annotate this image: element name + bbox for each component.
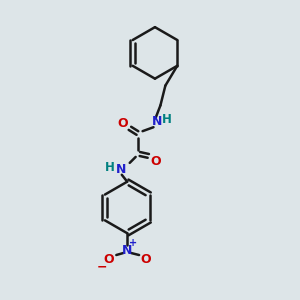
Text: N: N bbox=[116, 163, 126, 176]
Text: H: H bbox=[105, 161, 115, 174]
Text: H: H bbox=[161, 113, 171, 126]
Text: O: O bbox=[141, 254, 151, 266]
Text: N: N bbox=[122, 244, 132, 256]
Text: O: O bbox=[150, 155, 161, 168]
Text: O: O bbox=[118, 117, 128, 130]
Text: N: N bbox=[152, 115, 163, 128]
Text: O: O bbox=[103, 254, 114, 266]
Text: −: − bbox=[97, 260, 108, 273]
Text: +: + bbox=[129, 238, 137, 248]
